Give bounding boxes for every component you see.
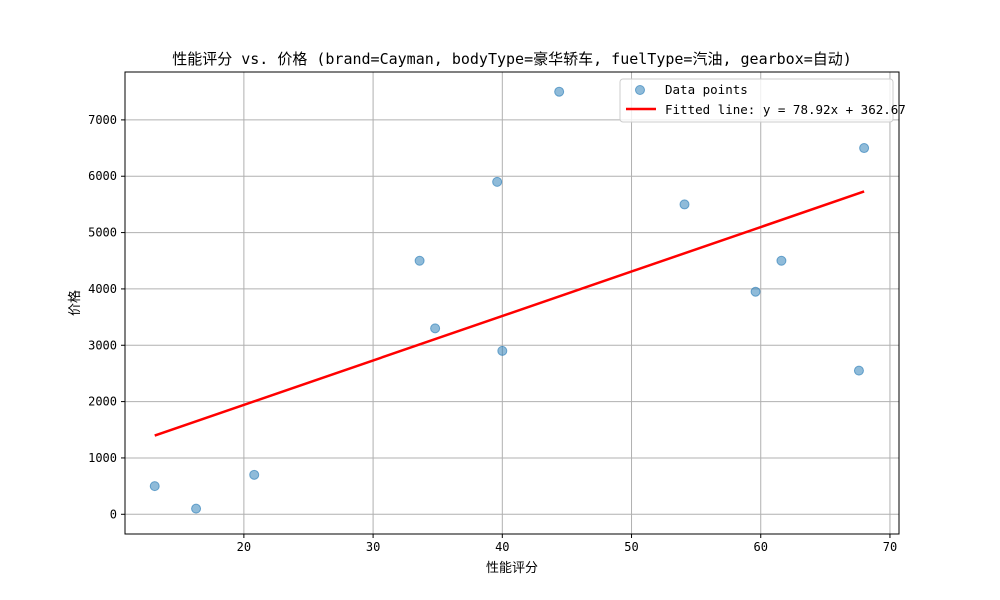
y-tick-label: 2000	[88, 395, 117, 409]
fitted-line-layer	[154, 190, 865, 437]
y-tick-label: 4000	[88, 282, 117, 296]
x-tick-label: 30	[366, 540, 380, 554]
y-tick-label: 1000	[88, 451, 117, 465]
x-tick-label: 70	[883, 540, 897, 554]
data-point	[492, 176, 503, 187]
chart-title: 性能评分 vs. 价格 (brand=Cayman, bodyType=豪华轿车…	[172, 50, 852, 68]
y-tick-label: 3000	[88, 338, 117, 352]
y-tick-label: 7000	[88, 113, 117, 127]
x-tick-label: 50	[624, 540, 638, 554]
data-point	[191, 503, 202, 514]
y-tick-label: 6000	[88, 169, 117, 183]
data-point	[776, 255, 787, 266]
data-point	[750, 286, 761, 297]
data-point	[679, 199, 690, 210]
x-tick-labels: 20 30 40 50 60 70	[237, 534, 897, 554]
legend-marker-scatter	[635, 85, 645, 95]
data-point	[414, 255, 425, 266]
legend-label-scatter: Data points	[665, 82, 748, 97]
legend-box	[619, 78, 894, 123]
y-tick-labels: 0 1000 2000 3000 4000 5000 6000 7000	[88, 113, 125, 521]
scatter-points	[149, 86, 870, 514]
y-tick-label: 5000	[88, 226, 117, 240]
legend-label-line: Fitted line: y = 78.92x + 362.67	[665, 102, 906, 117]
fitted-line	[154, 190, 865, 437]
data-point	[249, 469, 260, 480]
data-point	[430, 323, 441, 334]
data-point	[859, 143, 870, 154]
x-tick-label: 40	[495, 540, 509, 554]
x-axis-label: 性能评分	[486, 561, 538, 576]
data-point	[554, 86, 565, 97]
y-tick-label: 0	[110, 507, 117, 521]
plot-frame	[124, 71, 900, 535]
data-point	[149, 481, 160, 492]
grid	[125, 72, 899, 534]
y-axis-label: 价格	[67, 290, 83, 316]
legend: Data points Fitted line: y = 78.92x + 36…	[619, 78, 906, 123]
x-tick-label: 60	[754, 540, 768, 554]
data-point	[497, 345, 508, 356]
data-point	[853, 365, 864, 376]
x-tick-label: 20	[237, 540, 251, 554]
